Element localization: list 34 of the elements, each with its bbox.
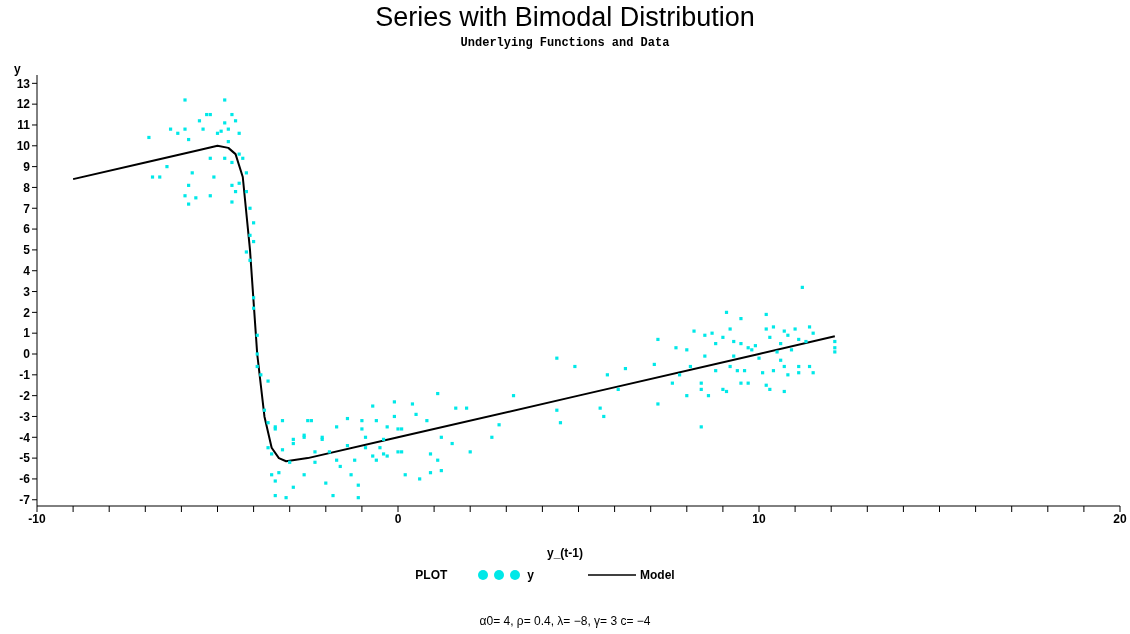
y-tick-label: -6 xyxy=(19,472,31,487)
y-tick-label: -2 xyxy=(19,388,31,403)
y-tick-label: 13 xyxy=(16,76,31,91)
y-tick-label: -5 xyxy=(19,451,31,466)
y-tick-label: 11 xyxy=(17,118,31,133)
x-tick-label: 0 xyxy=(394,511,402,526)
y-tick-label: 10 xyxy=(16,139,31,154)
chart-title: Series with Bimodal Distribution xyxy=(374,2,756,33)
y-tick-label: 3 xyxy=(23,284,31,299)
y-tick-label: 8 xyxy=(23,180,31,195)
x-axis-title: y_(t-1) xyxy=(546,546,584,560)
y-tick-label: 1 xyxy=(23,326,31,341)
y-tick-label: 6 xyxy=(23,222,31,237)
y-tick-label: 9 xyxy=(23,159,31,174)
y-tick-label: 2 xyxy=(23,305,31,320)
chart-subtitle: Underlying Functions and Data xyxy=(459,36,671,50)
x-tick-label: -10 xyxy=(28,511,46,526)
y-tick-label: 7 xyxy=(23,201,31,216)
legend-label: Model xyxy=(640,568,675,582)
x-tick-label: 20 xyxy=(1113,511,1127,526)
y-tick-label: -7 xyxy=(19,493,31,508)
y-tick-label: -1 xyxy=(19,368,31,383)
legend-title: PLOT xyxy=(415,568,448,582)
y-tick-label: -4 xyxy=(19,430,31,445)
y-tick-label: 0 xyxy=(23,347,31,362)
y-tick-label: 12 xyxy=(16,97,31,112)
text: α0= 4, ρ= 0.4, λ= −8, γ= 3 c= −4 xyxy=(478,614,652,628)
y-tick-label: 4 xyxy=(23,263,31,278)
x-tick-label: 10 xyxy=(752,511,766,526)
y-axis-title: y xyxy=(14,62,21,76)
legend-label: y xyxy=(527,568,534,582)
y-tick-label: 5 xyxy=(23,243,31,258)
line-series xyxy=(72,144,836,463)
y-tick-label: -3 xyxy=(19,409,31,424)
